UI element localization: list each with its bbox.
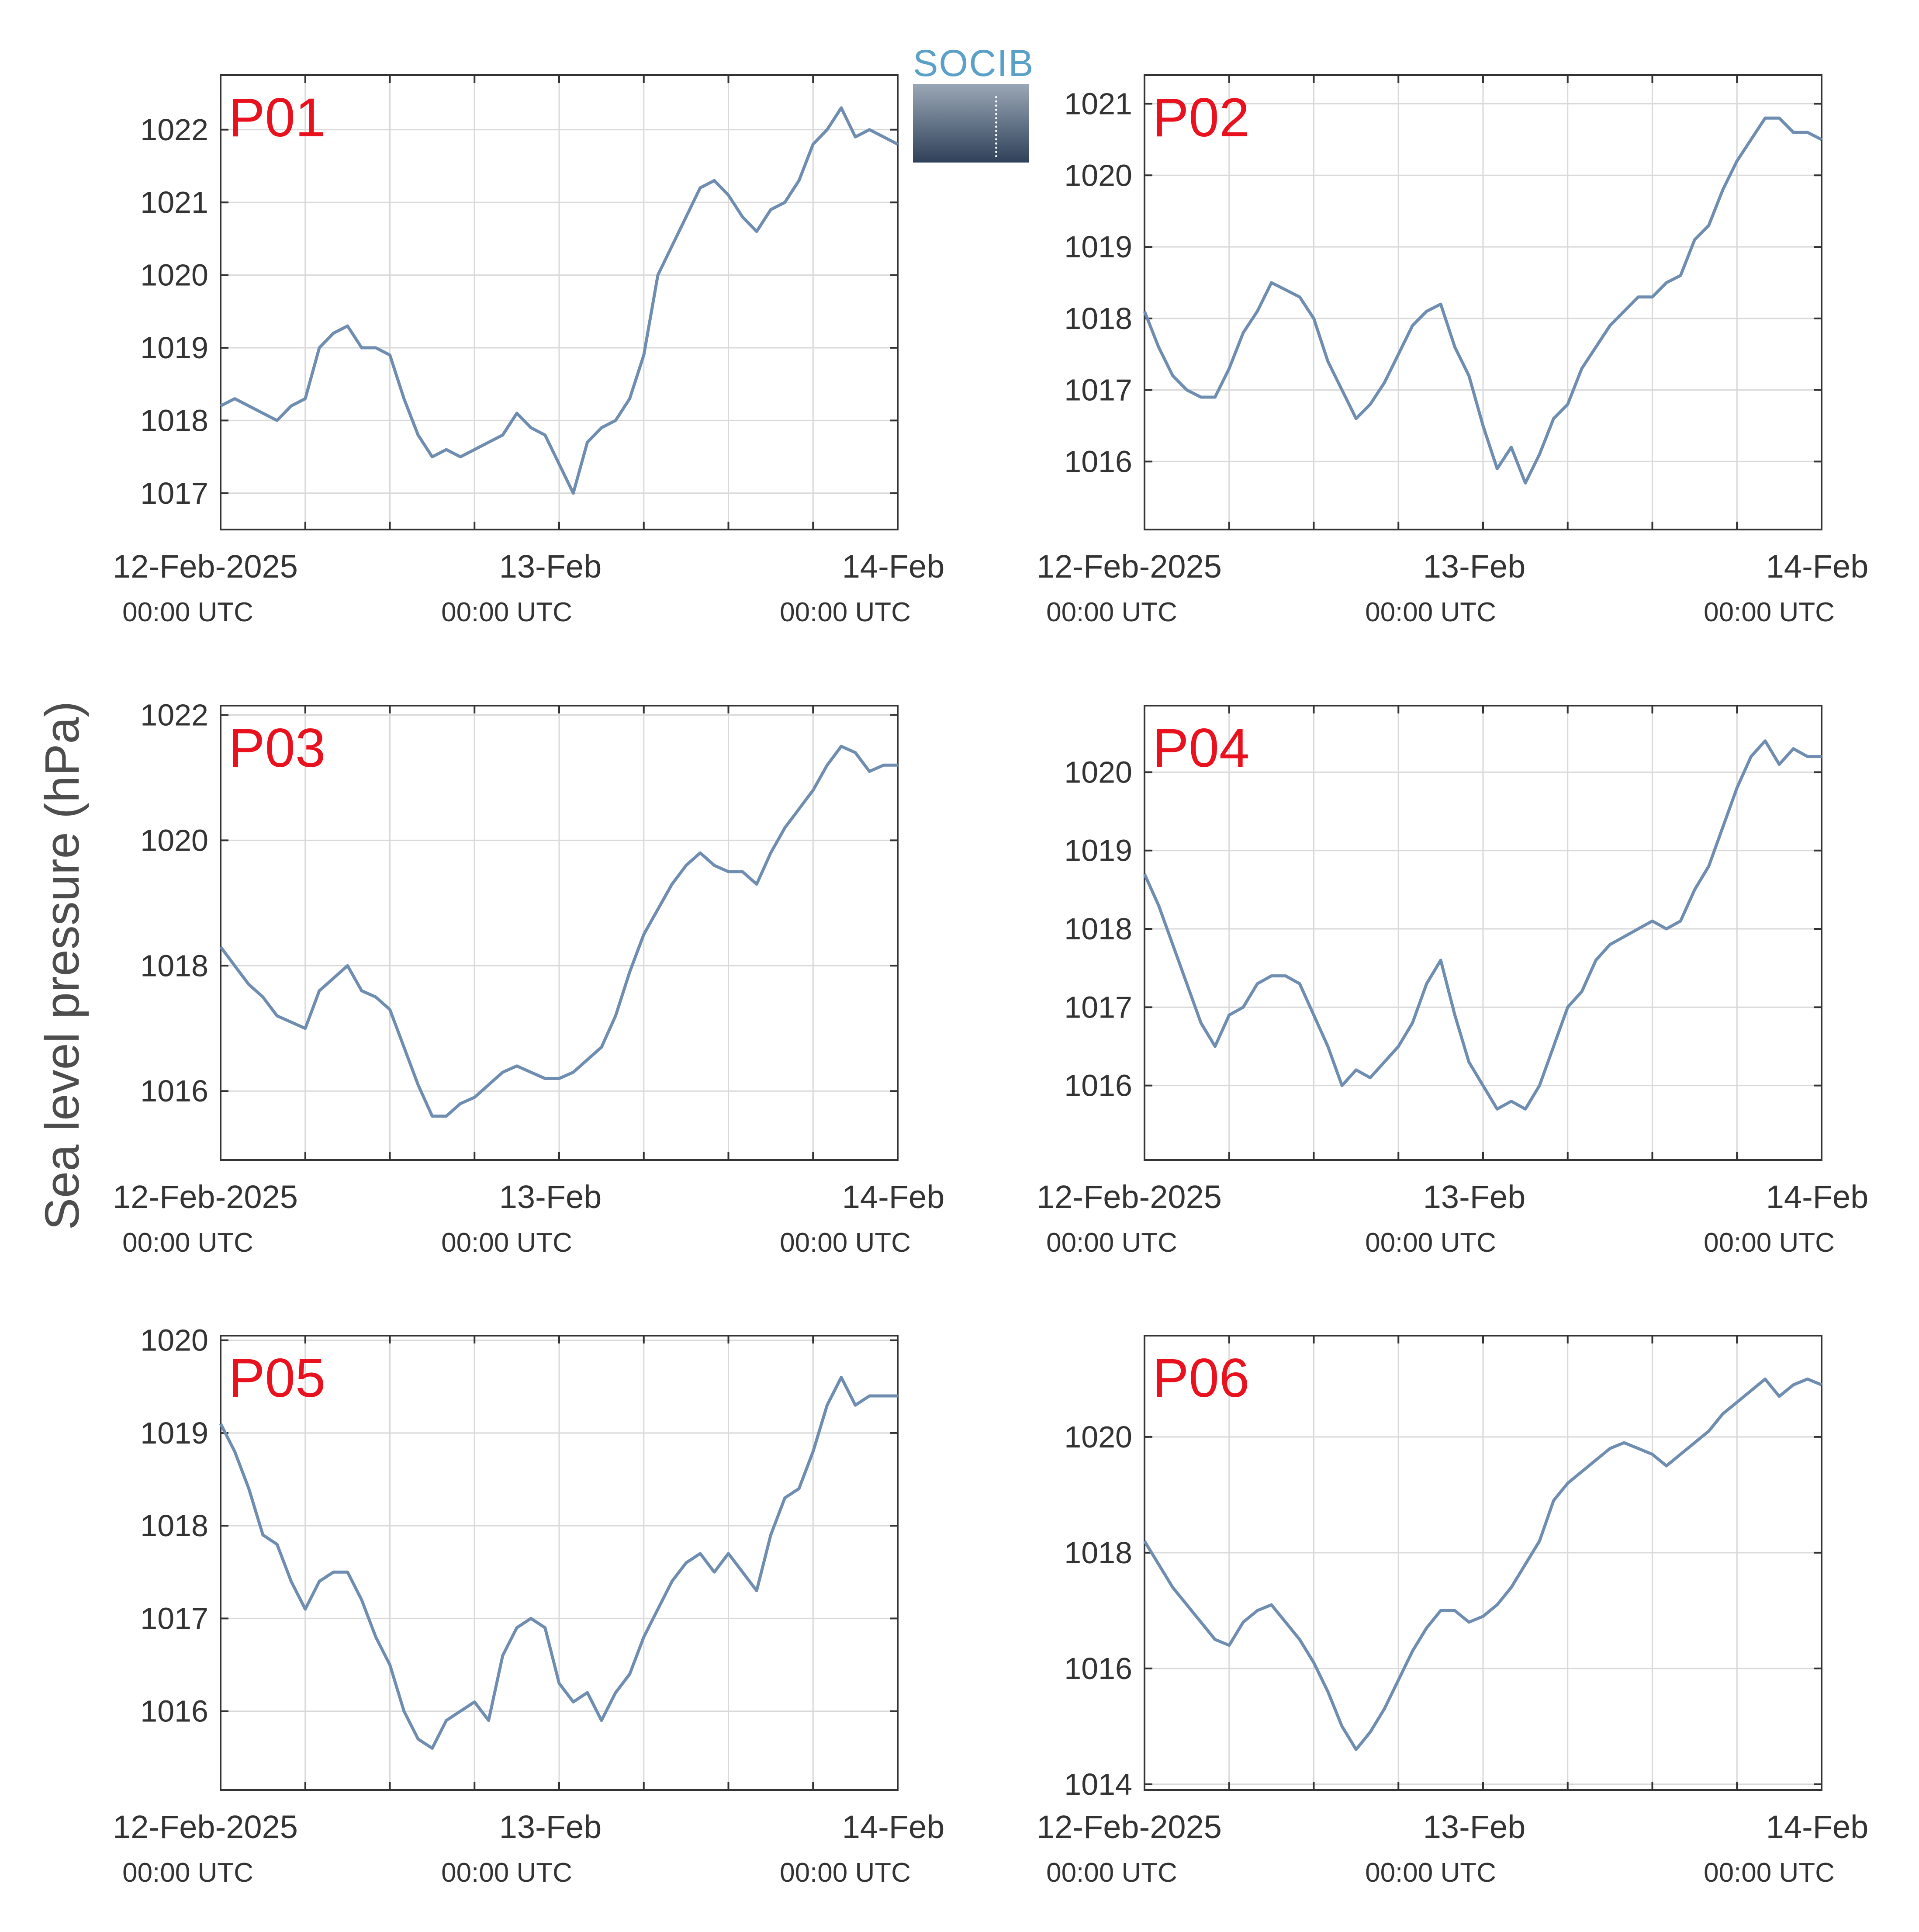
panel-label: P04 xyxy=(1152,718,1249,779)
y-tick-label: 1016 xyxy=(140,1074,208,1108)
plot-frame xyxy=(220,705,899,1161)
chart-panel-3: 1016 1018 1020 1022 P03 12-Feb-2025 00:00 UTC 1… xyxy=(113,698,944,1258)
y-tick-label: 1020 xyxy=(1064,1420,1132,1454)
x-tick-label-date: 12-Feb-2025 xyxy=(1037,548,1222,585)
plot-frame xyxy=(220,74,899,530)
x-tick-label-time: 00:00 UTC xyxy=(1046,1858,1177,1888)
x-tick-label-time: 00:00 UTC xyxy=(780,1228,911,1258)
y-tick-label: 1016 xyxy=(140,1694,208,1728)
x-tick-label-time: 00:00 UTC xyxy=(1704,1228,1835,1258)
x-tick-label-time: 00:00 UTC xyxy=(122,597,253,627)
x-tick-label-date: 13-Feb xyxy=(1423,1809,1525,1845)
plot-frame xyxy=(1144,1335,1822,1791)
y-tick-label: 1020 xyxy=(140,823,208,857)
x-tick-label-time: 00:00 UTC xyxy=(122,1228,253,1258)
x-tick-label-date: 13-Feb xyxy=(499,548,602,585)
series-line xyxy=(1143,739,1822,1111)
x-tick-label-time: 00:00 UTC xyxy=(1046,1228,1177,1258)
y-tick-label: 1016 xyxy=(1064,1652,1132,1686)
y-tick-label: 1018 xyxy=(1064,1536,1132,1570)
x-tick-label-time: 00:00 UTC xyxy=(441,1858,572,1888)
y-axis-label: Sea level pressure (hPa) xyxy=(35,701,89,1230)
chart-panel-2: 1016 1017 1018 1019 1020 1021 P02 12-Feb-2025 00… xyxy=(1037,74,1868,627)
series-line xyxy=(219,1376,898,1750)
x-tick-label-time: 00:00 UTC xyxy=(1365,1858,1496,1888)
y-tick-label: 1018 xyxy=(140,1509,208,1543)
x-tick-label-time: 00:00 UTC xyxy=(1365,597,1496,627)
x-tick-label-date: 14-Feb xyxy=(842,548,944,585)
x-tick-label-time: 00:00 UTC xyxy=(122,1858,253,1888)
x-tick-label-date: 13-Feb xyxy=(1423,1179,1525,1215)
chart-panel-6: 1014 1016 1018 1020 P06 12-Feb-2025 00:00 UTC 1… xyxy=(1037,1335,1868,1888)
logo-gradient-box xyxy=(913,84,1029,163)
y-tick-label: 1021 xyxy=(140,185,208,219)
plot-frame xyxy=(1144,705,1822,1161)
y-tick-label: 1017 xyxy=(140,1601,208,1635)
y-tick-label: 1014 xyxy=(1064,1767,1132,1801)
chart-panel-4: 1016 1017 1018 1019 1020 P04 12-Feb-2025 00:00 … xyxy=(1037,705,1868,1258)
y-tick-label: 1017 xyxy=(140,476,208,510)
x-tick-label-date: 12-Feb-2025 xyxy=(113,1179,298,1215)
socib-logo: SOCIB xyxy=(913,42,1034,164)
y-tick-label: 1017 xyxy=(1064,373,1132,407)
series-line xyxy=(219,744,898,1118)
panel-label: P06 xyxy=(1152,1348,1249,1409)
chart-panel-1: 1017 1018 1019 1020 1021 1022 P01 12-Feb-2025 00… xyxy=(113,74,944,627)
series-line xyxy=(1143,116,1822,485)
x-tick-label-date: 13-Feb xyxy=(499,1809,602,1845)
x-tick-label-time: 00:00 UTC xyxy=(1704,597,1835,627)
y-tick-label: 1022 xyxy=(140,698,208,732)
panel-label: P02 xyxy=(1152,87,1249,148)
x-tick-label-date: 12-Feb-2025 xyxy=(113,548,298,585)
y-tick-label: 1017 xyxy=(1064,990,1132,1024)
x-tick-label-time: 00:00 UTC xyxy=(1704,1858,1835,1888)
x-tick-label-date: 13-Feb xyxy=(1423,548,1525,585)
x-tick-label-date: 12-Feb-2025 xyxy=(1037,1179,1222,1215)
y-tick-label: 1018 xyxy=(140,403,208,437)
y-tick-label: 1019 xyxy=(140,1416,208,1450)
panels: 1017 1018 1019 1020 1021 1022 P01 12-Feb-2025 00… xyxy=(113,74,1868,1888)
panel-label: P01 xyxy=(228,87,325,148)
y-tick-label: 1020 xyxy=(1064,158,1132,192)
series-line xyxy=(220,106,899,495)
y-tick-label: 1019 xyxy=(1064,834,1132,868)
panel-label: P03 xyxy=(228,718,325,779)
series-line xyxy=(1143,1377,1822,1751)
y-tick-label: 1020 xyxy=(1064,755,1132,789)
x-tick-label-time: 00:00 UTC xyxy=(1365,1228,1496,1258)
x-tick-label-time: 00:00 UTC xyxy=(441,1228,572,1258)
logo-depth-marks xyxy=(995,96,1000,157)
x-tick-label-date: 12-Feb-2025 xyxy=(113,1809,298,1845)
chart-panel-5: 1016 1017 1018 1019 1020 P05 12-Feb-2025 00:00 … xyxy=(113,1323,944,1888)
y-tick-label: 1016 xyxy=(1064,1069,1132,1103)
x-tick-label-date: 14-Feb xyxy=(1766,548,1868,585)
y-tick-label: 1020 xyxy=(140,258,208,292)
x-tick-label-time: 00:00 UTC xyxy=(441,597,572,627)
x-tick-label-date: 14-Feb xyxy=(1766,1809,1868,1845)
x-tick-label-time: 00:00 UTC xyxy=(1046,597,1177,627)
logo-text: SOCIB xyxy=(913,42,1034,84)
x-tick-label-date: 14-Feb xyxy=(842,1809,944,1845)
x-tick-label-date: 14-Feb xyxy=(1766,1179,1868,1215)
y-tick-label: 1016 xyxy=(1064,444,1132,478)
y-tick-label: 1022 xyxy=(140,113,208,147)
x-tick-label-time: 00:00 UTC xyxy=(780,597,911,627)
x-tick-label-date: 14-Feb xyxy=(842,1179,944,1215)
x-tick-label-date: 13-Feb xyxy=(499,1179,602,1215)
panel-label: P05 xyxy=(228,1348,325,1409)
y-tick-label: 1020 xyxy=(140,1323,208,1357)
y-tick-label: 1018 xyxy=(140,949,208,983)
y-tick-label: 1019 xyxy=(140,331,208,365)
plot-frame xyxy=(220,1335,899,1791)
y-tick-label: 1021 xyxy=(1064,87,1132,121)
x-tick-label-time: 00:00 UTC xyxy=(780,1858,911,1888)
y-tick-label: 1018 xyxy=(1064,912,1132,946)
x-tick-label-date: 12-Feb-2025 xyxy=(1037,1809,1222,1845)
plot-frame xyxy=(1144,74,1822,530)
y-tick-label: 1019 xyxy=(1064,230,1132,264)
y-tick-label: 1018 xyxy=(1064,301,1132,336)
